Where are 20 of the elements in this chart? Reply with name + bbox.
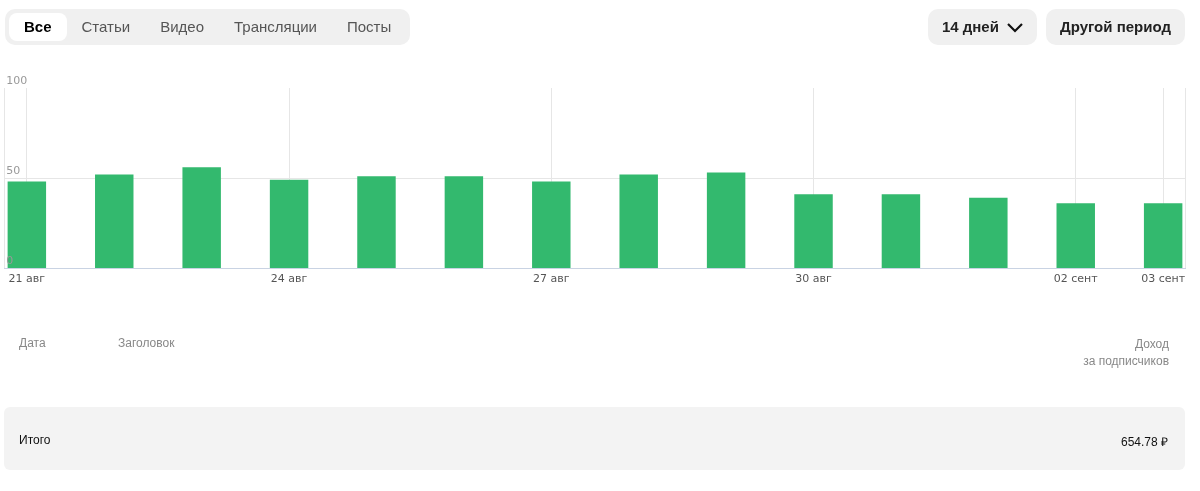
- text: Другой период: [1046, 9, 1185, 45]
- text: Дата: [19, 336, 46, 350]
- x-tick-label: 02 сент: [1053, 272, 1099, 286]
- text: Заголовок: [118, 336, 175, 350]
- x-tick-label: 21 авг: [8, 272, 46, 286]
- text: 654.78 ₽: [1120, 434, 1168, 450]
- x-tick-label: 24 авг: [270, 272, 308, 286]
- y-tick-label: 100: [6, 74, 28, 88]
- text: Доход за подписчиков: [1083, 336, 1169, 370]
- x-tick-label: 03 сент: [1141, 272, 1186, 286]
- x-tick-label: 30 авг: [795, 272, 832, 286]
- text: 14 дней: [941, 18, 999, 35]
- text: Статьи: [80, 17, 132, 37]
- text: Все: [9, 13, 67, 41]
- text: Трансляции: [233, 17, 318, 37]
- text: Посты: [346, 17, 393, 37]
- text: Итого: [19, 433, 51, 447]
- text: Видео: [159, 17, 205, 37]
- x-tick-label: 27 авг: [533, 272, 570, 286]
- y-tick-label: 50: [6, 164, 21, 178]
